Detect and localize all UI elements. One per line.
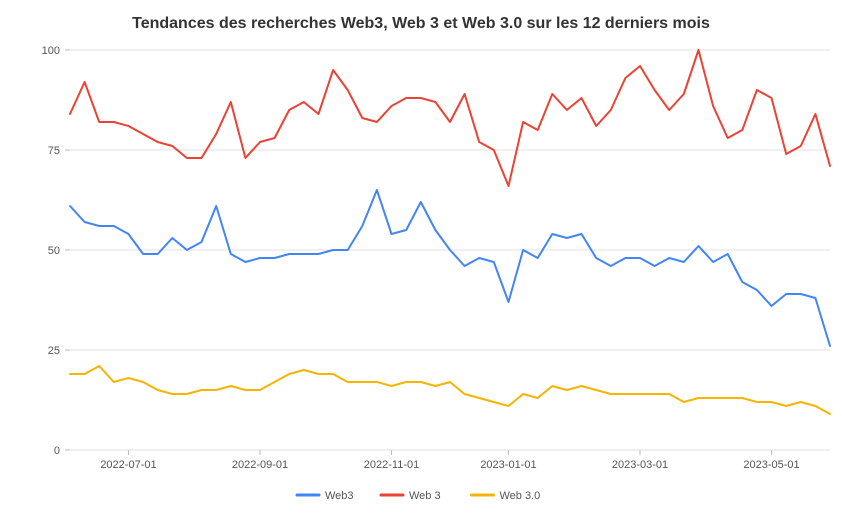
y-tick-label: 50 — [48, 245, 60, 257]
x-tick-label: 2023-05-01 — [743, 459, 799, 471]
legend-label: Web 3.0 — [500, 490, 541, 502]
legend-label: Web 3 — [409, 490, 441, 502]
y-tick-label: 100 — [42, 45, 60, 57]
x-tick-label: 2023-01-01 — [480, 459, 536, 471]
x-tick-label: 2022-07-01 — [100, 459, 156, 471]
trends-line-chart: Tendances des recherches Web3, Web 3 et … — [0, 0, 842, 522]
chart-title: Tendances des recherches Web3, Web 3 et … — [132, 15, 710, 32]
x-tick-label: 2022-11-01 — [364, 459, 419, 471]
y-tick-label: 25 — [48, 345, 60, 357]
y-tick-label: 0 — [54, 445, 60, 457]
x-tick-label: 2022-09-01 — [232, 459, 288, 471]
chart-svg: Tendances des recherches Web3, Web 3 et … — [0, 0, 842, 522]
y-tick-label: 75 — [48, 145, 60, 157]
x-tick-label: 2023-03-01 — [612, 459, 668, 471]
legend-label: Web3 — [325, 490, 354, 502]
